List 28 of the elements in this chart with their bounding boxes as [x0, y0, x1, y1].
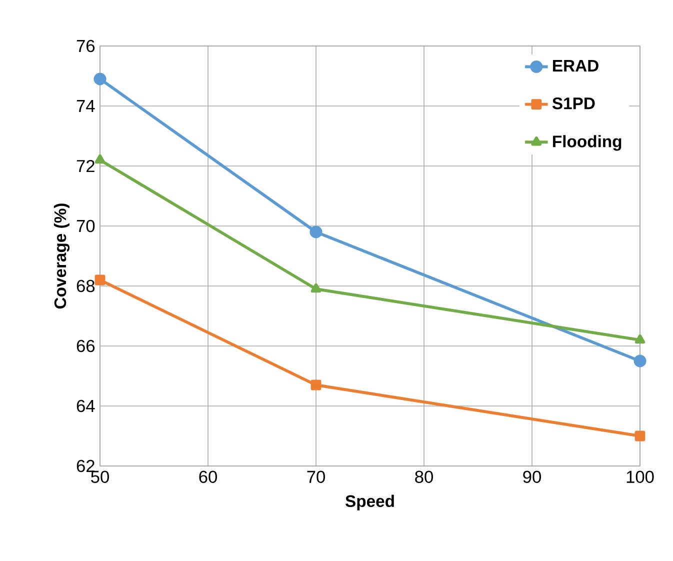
y-axis-title: Coverage (%) — [54, 204, 70, 309]
point — [94, 72, 106, 86]
y-tick-label: 62 — [76, 460, 94, 472]
point — [634, 354, 646, 368]
x-tick-label: 50 — [91, 470, 109, 483]
point — [634, 334, 646, 344]
point — [310, 283, 322, 293]
point — [310, 226, 322, 238]
x-tick-label: 80 — [415, 470, 433, 483]
legend-label: Flooding — [553, 135, 622, 151]
legend-label: S1PD — [552, 97, 595, 110]
point — [94, 154, 106, 164]
y-tick-label: 72 — [76, 160, 94, 172]
y-tick-label: 76 — [76, 40, 95, 52]
x-tick-label: 90 — [523, 470, 541, 483]
y-tick-label: 64 — [76, 400, 95, 412]
y-tick-label: 68 — [76, 280, 95, 292]
y-tick-label: 66 — [76, 340, 95, 352]
x-tick-label: 60 — [199, 470, 217, 483]
y-tick-label: 70 — [76, 220, 95, 232]
point — [94, 274, 106, 286]
y-tick-label: 74 — [76, 100, 95, 112]
x-tick-label: 70 — [307, 470, 325, 483]
legend-label: ERAD — [553, 60, 598, 72]
x-axis-title: Speed — [345, 494, 394, 510]
point — [634, 430, 646, 442]
x-tick-label: 100 — [626, 470, 654, 483]
point — [310, 380, 322, 390]
